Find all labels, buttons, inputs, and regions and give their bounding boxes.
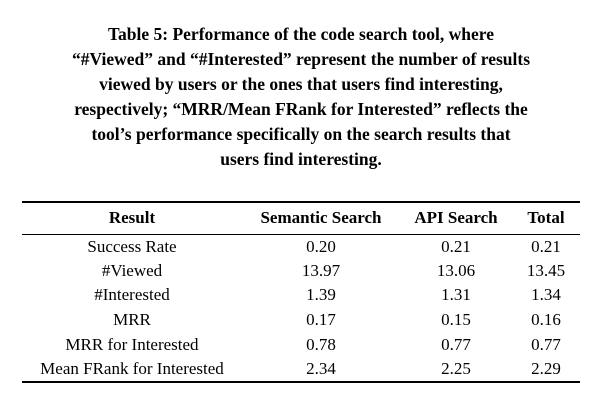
cell-value: 2.29 [531, 358, 561, 378]
table-row: Success Rate 0.20 0.21 0.21 [22, 234, 580, 259]
cell-value: 1.39 [306, 285, 336, 305]
table-body: Success Rate 0.20 0.21 0.21 #Viewed 13.9… [22, 234, 580, 382]
cell-value: 2.25 [441, 358, 471, 378]
cell-value: 0.15 [441, 310, 471, 330]
caption-line: respectively; “MRR/Mean FRank for Intere… [74, 99, 528, 119]
cell-value: 1.31 [441, 285, 471, 305]
caption-line: tool’s performance specifically on the s… [91, 124, 511, 144]
cell-value: 13.97 [301, 260, 341, 280]
table-row: Mean FRank for Interested 2.34 2.25 2.29 [22, 357, 580, 382]
table-row: MRR for Interested 0.78 0.77 0.77 [22, 332, 580, 357]
row-label: Mean FRank for Interested [40, 358, 224, 378]
row-label: Success Rate [87, 236, 177, 256]
table-row: #Viewed 13.97 13.06 13.45 [22, 259, 580, 284]
caption-line: “#Viewed” and “#Interested” represent th… [71, 49, 531, 69]
table-row: MRR 0.17 0.15 0.16 [22, 308, 580, 333]
row-label: MRR for Interested [65, 334, 199, 354]
cell-value: 2.34 [306, 358, 336, 378]
performance-table: Result Semantic Search API Search Total … [22, 201, 580, 383]
column-header-result: Result [108, 208, 156, 228]
cell-value: 0.77 [441, 334, 471, 354]
caption-line: Table 5: Performance of the code search … [107, 24, 495, 44]
column-header-api: API Search [414, 208, 498, 228]
cell-value: 13.06 [436, 260, 476, 280]
cell-value: 0.20 [306, 236, 336, 256]
column-header-total: Total [527, 208, 565, 228]
caption-line: viewed by users or the ones that users f… [99, 74, 503, 94]
cell-value: 0.17 [306, 310, 336, 330]
header-row: Result Semantic Search API Search Total [22, 202, 580, 234]
table-caption: Table 5: Performance of the code search … [25, 22, 577, 172]
column-header-semantic: Semantic Search [260, 208, 382, 228]
results-table: Result Semantic Search API Search Total … [22, 201, 580, 383]
cell-value: 0.16 [531, 310, 561, 330]
cell-value: 0.21 [531, 236, 561, 256]
cell-value: 0.21 [441, 236, 471, 256]
table-row: #Interested 1.39 1.31 1.34 [22, 283, 580, 308]
row-label: MRR [113, 310, 151, 330]
caption-line: users find interesting. [220, 149, 382, 169]
row-label: #Interested [94, 285, 170, 305]
cell-value: 13.45 [526, 260, 566, 280]
cell-value: 0.77 [531, 334, 561, 354]
row-label: #Viewed [101, 260, 163, 280]
table-header: Result Semantic Search API Search Total [22, 202, 580, 234]
cell-value: 0.78 [306, 334, 336, 354]
cell-value: 1.34 [531, 285, 561, 305]
